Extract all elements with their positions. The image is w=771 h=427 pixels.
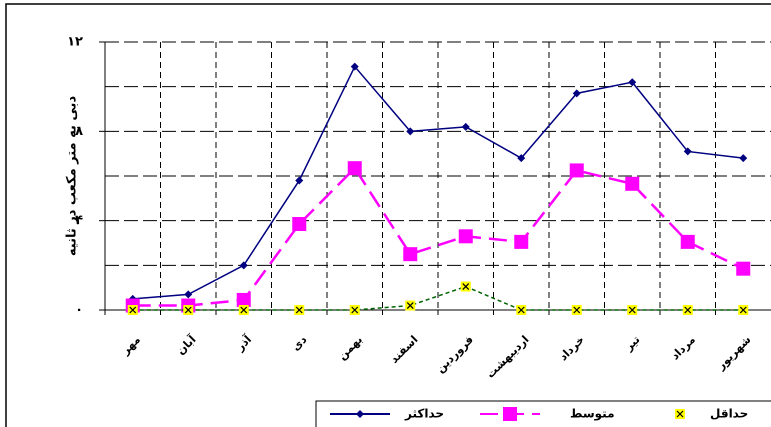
point — [627, 305, 638, 315]
marker-cross — [684, 306, 692, 314]
marker-cross — [739, 306, 747, 314]
point — [683, 147, 692, 156]
point — [356, 410, 364, 418]
point — [682, 305, 693, 315]
point — [680, 234, 695, 249]
chart-frame — [5, 3, 771, 427]
point — [571, 305, 582, 315]
point — [292, 217, 307, 232]
x-tick-label: تیر — [622, 333, 643, 354]
point — [460, 281, 471, 292]
point — [675, 409, 685, 419]
x-tick-label: فروردین — [434, 333, 476, 375]
point — [569, 163, 584, 178]
series-line — [132, 65, 744, 300]
point — [514, 234, 529, 249]
marker-cross — [184, 306, 192, 314]
marker-cross — [406, 302, 414, 309]
point — [403, 247, 418, 262]
x-tick-label: اردیبهشت — [484, 333, 532, 381]
x-tick-label: خرداد — [557, 333, 587, 363]
marker-cross — [295, 306, 303, 314]
point — [294, 305, 305, 315]
series-line — [132, 166, 744, 307]
y-tick-label: ۸ — [75, 124, 83, 139]
x-tick-label: آذر — [232, 332, 254, 354]
y-tick-label: ۴ — [75, 213, 83, 228]
marker-cross — [129, 306, 137, 314]
point — [517, 154, 526, 163]
point — [127, 305, 138, 315]
legend-label: متوسط — [570, 407, 615, 422]
point — [625, 176, 640, 191]
point — [458, 229, 473, 244]
legend-label: حداقل — [710, 407, 748, 421]
x-tick-label: دی — [289, 333, 310, 354]
marker-cross — [462, 283, 470, 290]
point — [350, 62, 359, 71]
point — [572, 89, 581, 98]
marker-cross — [351, 306, 359, 314]
point — [236, 292, 251, 307]
point — [406, 127, 415, 136]
point — [239, 261, 248, 270]
point — [238, 305, 249, 315]
marker-cross — [628, 306, 636, 314]
y-tick-label: ۰ — [75, 303, 83, 318]
x-tick-label: بهمن — [336, 333, 365, 362]
marker-cross — [240, 306, 248, 314]
marker-cross — [573, 306, 581, 314]
series-line — [132, 285, 744, 311]
point — [736, 261, 751, 276]
x-tick-label: شهریور — [714, 333, 754, 373]
x-tick-label: آبان — [173, 332, 198, 357]
point — [349, 305, 360, 315]
point — [738, 305, 749, 315]
point — [183, 305, 194, 315]
y-axis-label: دبی به متر مکعب در ثانیه — [65, 96, 80, 257]
point — [516, 305, 527, 315]
point — [739, 154, 748, 163]
point — [347, 161, 362, 176]
legend-box — [315, 400, 771, 427]
point — [295, 176, 304, 185]
x-tick-label: مهر — [118, 333, 143, 358]
legend: حداکثر متوسط حداقل — [315, 400, 771, 427]
marker-cross — [517, 306, 525, 314]
marker-cross — [676, 410, 684, 418]
x-tick-label: مرداد — [668, 333, 697, 362]
point — [184, 290, 193, 299]
point — [503, 407, 517, 421]
point — [405, 300, 416, 311]
y-tick-label: ۱۲ — [67, 35, 83, 50]
legend-label: حداکثر — [404, 407, 444, 421]
point — [628, 78, 637, 87]
x-tick-label: اسفند — [388, 333, 421, 366]
point — [461, 122, 470, 131]
